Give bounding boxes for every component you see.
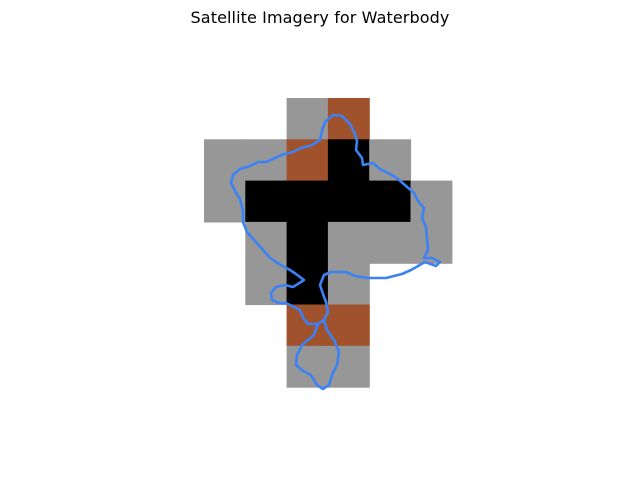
tile-land xyxy=(245,139,288,182)
tile-land xyxy=(245,263,288,306)
tile-land xyxy=(369,221,412,264)
tile-water xyxy=(286,263,329,306)
tile-land xyxy=(327,221,370,264)
tile-water xyxy=(369,180,412,223)
tile-land xyxy=(204,180,246,223)
tile-land xyxy=(286,345,329,388)
tile-land xyxy=(327,263,370,306)
tile-water xyxy=(286,180,329,223)
tile-land xyxy=(204,139,246,182)
tile-land xyxy=(245,221,288,264)
figure-title: Satellite Imagery for Waterbody xyxy=(190,8,450,27)
waterbody-outline xyxy=(229,113,442,391)
tile-water xyxy=(245,180,288,223)
tile-soil xyxy=(327,98,370,140)
imagery-tiles xyxy=(204,98,453,388)
tile-land xyxy=(327,345,370,388)
tile-water xyxy=(327,180,370,223)
tile-land xyxy=(410,180,453,223)
tile-water xyxy=(286,221,329,264)
